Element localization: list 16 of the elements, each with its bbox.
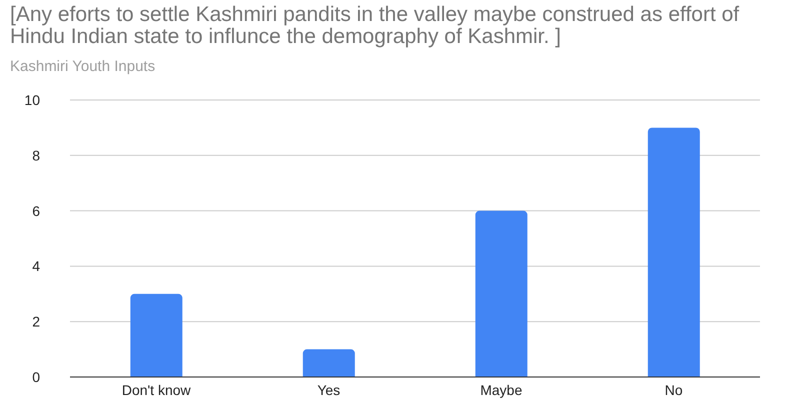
x-tick-label: No — [664, 382, 683, 398]
bar — [648, 128, 700, 377]
y-tick-label: 2 — [32, 314, 40, 330]
bar — [302, 349, 355, 377]
y-tick-label: 10 — [24, 92, 40, 108]
bar — [475, 210, 528, 377]
chart-subtitle: Kashmiri Youth Inputs — [10, 58, 156, 75]
y-tick-label: 6 — [32, 202, 40, 219]
y-tick-label: 0 — [32, 368, 40, 385]
x-tick-label: Don't know — [122, 382, 192, 398]
chart-title: [Any eforts to settle Kashmiri pandits in the valley maybe construed as effort of Hindu Indian state to influnce the demography of Kashmir. ] — [10, 3, 740, 48]
y-tick-label: 8 — [32, 147, 40, 164]
x-tick-label: Yes — [317, 382, 340, 398]
bar — [130, 294, 182, 377]
y-tick-label: 4 — [32, 258, 40, 274]
x-tick-label: Maybe — [480, 382, 522, 398]
